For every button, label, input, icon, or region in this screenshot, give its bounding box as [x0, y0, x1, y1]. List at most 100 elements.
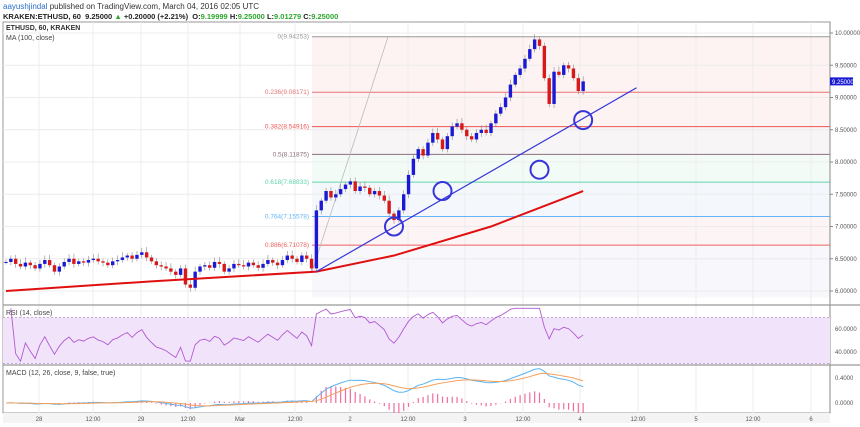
- support-circle: [529, 159, 550, 180]
- candle-up: [431, 132, 435, 143]
- time-tick-label: 12:00: [745, 417, 761, 423]
- time-tick-label: 12:00: [630, 417, 646, 423]
- candle-up: [489, 123, 493, 133]
- rsi-band: [3, 317, 830, 364]
- candle-down: [484, 129, 488, 133]
- candle-up: [499, 107, 503, 114]
- fib-label: 0.382(8.54916): [265, 124, 309, 131]
- candle-down: [159, 265, 163, 267]
- candle-up: [411, 158, 416, 175]
- time-tick-label: 5: [694, 417, 698, 423]
- candle-down: [183, 268, 188, 285]
- candle-down: [566, 65, 571, 69]
- candle-down: [435, 132, 440, 140]
- candle-down: [256, 265, 260, 268]
- candle-up: [266, 260, 270, 264]
- candle-down: [295, 258, 299, 262]
- candle-up: [38, 263, 42, 269]
- time-tick-label: 28: [36, 417, 43, 423]
- time-tick-label: 2: [348, 417, 352, 423]
- price-tick-label: 8.00000: [835, 160, 857, 166]
- fib-band: [312, 154, 830, 183]
- low-value: 9.01279: [274, 12, 302, 21]
- candle-up: [532, 39, 537, 50]
- candle-up: [57, 266, 62, 272]
- candle-up: [552, 71, 556, 104]
- candle-up: [115, 260, 120, 262]
- candle-down: [47, 260, 52, 266]
- rsi-tick-label: 40.0000: [835, 350, 857, 356]
- candle-down: [222, 263, 226, 272]
- fib-label: 0.236(9.08171): [265, 89, 309, 96]
- candle-up: [324, 191, 328, 201]
- candle-down: [18, 263, 23, 267]
- candle-up: [314, 210, 319, 269]
- time-tick-label: Mar: [235, 417, 245, 423]
- fib-band: [312, 216, 830, 246]
- candle-up: [523, 58, 527, 69]
- time-tick-label: 12:00: [287, 417, 303, 423]
- close-value: 9.25000: [311, 12, 339, 21]
- fib-band: [312, 245, 830, 298]
- candle-up: [503, 97, 508, 108]
- trend-line: [316, 87, 637, 273]
- rsi-line: [10, 307, 584, 363]
- candle-down: [377, 191, 382, 196]
- candle-down: [460, 123, 464, 130]
- candle-down: [571, 68, 576, 79]
- price-tick-label: 7.00000: [835, 225, 857, 231]
- ma-legend[interactable]: MA (100, close): [6, 35, 55, 42]
- fib-label: 0.5(8.11875): [273, 151, 309, 158]
- author-link[interactable]: aayushjindal: [3, 2, 48, 11]
- candle-down: [241, 265, 246, 267]
- candle-down: [96, 258, 100, 262]
- candle-up: [334, 194, 338, 198]
- candle-up: [285, 255, 289, 261]
- rsi-legend[interactable]: RSI (14, close): [6, 310, 53, 317]
- candle-up: [91, 258, 95, 261]
- price-tick-label: 6.00000: [835, 289, 857, 295]
- candle-up: [280, 260, 285, 266]
- candle-down: [542, 45, 547, 79]
- candle-up: [198, 266, 202, 272]
- current-price-label: 9.25000: [832, 80, 854, 86]
- candle-up: [445, 136, 450, 150]
- candle-down: [363, 186, 367, 188]
- candle-down: [28, 262, 32, 266]
- candle-down: [382, 195, 386, 201]
- candle-up: [232, 263, 236, 269]
- candle-up: [140, 252, 144, 255]
- macd-legend[interactable]: MACD (12, 26, close, 9, false, true): [6, 370, 116, 377]
- candle-up: [416, 149, 420, 159]
- fib-label: 0.764(7.15578): [265, 213, 309, 220]
- candle-down: [72, 258, 76, 264]
- candle-up: [406, 174, 411, 195]
- candle-down: [329, 191, 333, 198]
- candle-up: [372, 191, 377, 195]
- candle-up: [343, 184, 348, 190]
- macd-tick-label: 0.4000: [835, 376, 854, 382]
- candle-up: [358, 186, 362, 192]
- rsi-tick-label: 60.0000: [835, 327, 857, 333]
- candle-up: [120, 257, 125, 261]
- candle-down: [469, 136, 474, 140]
- time-axis: [3, 413, 830, 423]
- candle-up: [111, 261, 115, 266]
- candle-down: [290, 255, 294, 259]
- candle-down: [368, 187, 372, 195]
- candle-down: [106, 262, 110, 266]
- time-tick-label: 12:00: [400, 417, 416, 423]
- c-label: C:: [303, 12, 312, 21]
- fib-label: 0(9.94253): [278, 34, 309, 41]
- h-label: H:: [229, 12, 238, 21]
- time-tick-label: 6: [809, 417, 813, 423]
- candle-up: [135, 254, 139, 259]
- candle-down: [144, 252, 149, 258]
- symbol-info: KRAKEN:ETHUSD, 60 9.25000 ▲ +0.20000 (+2…: [3, 12, 338, 21]
- candle-up: [319, 200, 323, 211]
- candle-up: [62, 261, 66, 267]
- candle-down: [275, 262, 280, 266]
- candle-down: [217, 261, 222, 264]
- candle-down: [149, 257, 154, 262]
